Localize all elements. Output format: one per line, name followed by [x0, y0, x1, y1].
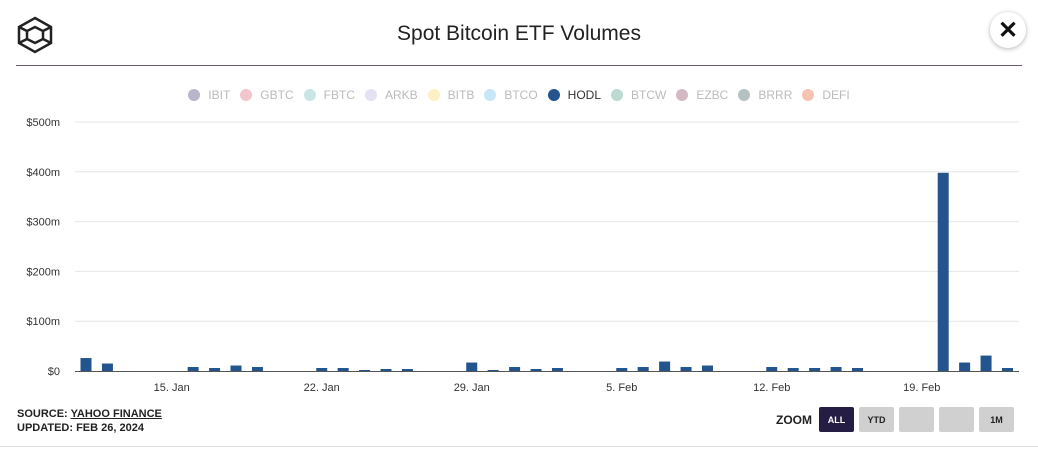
bar-2024-01-24[interactable]	[359, 370, 371, 371]
bar-chart: $0 $100m $200m $300m $400m $500m 15. Jan 22. Ja…	[26, 117, 1019, 394]
x-tick-label: 29. Jan	[454, 382, 490, 394]
bar-2024-01-25[interactable]	[380, 369, 392, 371]
close-button[interactable]: ✕	[990, 12, 1026, 48]
legend-dot-icon	[484, 89, 497, 101]
legend-label: BTCW	[631, 88, 667, 102]
bar-2024-02-09[interactable]	[701, 365, 713, 371]
zoom-label: ZOOM	[776, 412, 812, 427]
x-tick-label: 15. Jan	[154, 382, 190, 394]
legend-dot-icon	[240, 89, 253, 101]
legend-label: DEFI	[822, 88, 850, 102]
legend-dot-icon	[676, 89, 689, 101]
bar-2024-01-31[interactable]	[509, 367, 521, 371]
x-tick-label: 22. Jan	[304, 382, 340, 394]
bar-2024-02-22[interactable]	[980, 355, 992, 371]
bar-2024-02-23[interactable]	[1001, 368, 1013, 371]
legend-label: FBTC	[323, 88, 355, 102]
bar-2024-02-15[interactable]	[830, 367, 842, 371]
legend-item-gbtc[interactable]: GBTC	[240, 88, 294, 102]
bar-2024-02-06[interactable]	[637, 367, 649, 371]
bar-2024-01-17[interactable]	[209, 368, 221, 371]
bar-2024-02-14[interactable]	[809, 368, 821, 371]
updated-text: UPDATED: FEB 26, 2024	[17, 422, 144, 434]
x-tick-label: 5. Feb	[606, 382, 637, 394]
legend-item-ezbc[interactable]: EZBC	[676, 88, 728, 102]
legend-label: HODL	[567, 88, 602, 102]
legend-label: BITB	[447, 88, 475, 102]
legend-label: ARKB	[384, 88, 418, 102]
legend-label: GBTC	[260, 88, 294, 102]
x-tick-label: 12. Feb	[753, 382, 790, 394]
y-tick-label: $100m	[26, 316, 60, 328]
bar-2024-02-01[interactable]	[530, 369, 542, 371]
legend-dot-icon	[802, 89, 815, 101]
bar-2024-01-26[interactable]	[401, 369, 413, 371]
legend-item-brrr[interactable]: BRRR	[738, 88, 792, 102]
source-link[interactable]: YAHOO FINANCE	[70, 408, 162, 420]
header-divider	[16, 65, 1022, 66]
legend-label: EZBC	[696, 88, 729, 102]
bar-2024-01-12[interactable]	[101, 363, 113, 371]
legend-item-btcw[interactable]: BTCW	[611, 88, 666, 102]
legend-item-defi[interactable]: DEFI	[802, 88, 850, 102]
zoom-button-blank-2[interactable]	[899, 407, 934, 432]
y-tick-label: $200m	[26, 266, 60, 278]
bar-2024-01-11[interactable]	[80, 358, 92, 371]
y-tick-label: $400m	[26, 167, 60, 179]
bar-2024-02-20[interactable]	[937, 172, 949, 371]
legend-label: BTCO	[504, 88, 538, 102]
legend-item-bitb[interactable]: BITB	[427, 88, 475, 102]
bar-2024-02-21[interactable]	[959, 362, 971, 371]
legend-dot-icon	[364, 89, 377, 101]
zoom-button-ytd[interactable]: YTD	[859, 407, 894, 432]
bar-2024-02-13[interactable]	[787, 368, 799, 371]
legend-item-ibit[interactable]: IBIT	[188, 88, 230, 102]
legend-dot-icon	[188, 89, 201, 101]
bar-2024-02-12[interactable]	[766, 367, 778, 371]
legend-label: IBIT	[208, 88, 231, 102]
bar-2024-02-16[interactable]	[851, 368, 863, 371]
zoom-button-1m[interactable]: 1M	[979, 407, 1014, 432]
bar-2024-02-05[interactable]	[616, 368, 628, 371]
zoom-controls: ZOOM ALL YTD 1M	[776, 407, 1014, 432]
footer-divider	[0, 446, 1038, 447]
legend-label: BRRR	[758, 88, 793, 102]
y-tick-label: $500m	[26, 117, 60, 129]
legend-dot-icon	[611, 89, 624, 101]
legend-item-btco[interactable]: BTCO	[484, 88, 538, 102]
bar-2024-02-07[interactable]	[659, 361, 671, 371]
zoom-button-blank-3[interactable]	[939, 407, 974, 432]
bar-2024-01-16[interactable]	[187, 367, 199, 371]
legend-dot-icon	[427, 89, 440, 101]
bar-2024-01-22[interactable]	[316, 368, 328, 371]
zoom-button-all[interactable]: ALL	[819, 407, 854, 432]
close-icon: ✕	[997, 16, 1019, 44]
bar-2024-02-02[interactable]	[551, 368, 563, 371]
bar-2024-01-29[interactable]	[466, 362, 478, 371]
legend-dot-icon	[547, 89, 560, 101]
y-tick-label: $0	[48, 366, 60, 378]
footer: SOURCE: YAHOO FINANCE UPDATED: FEB 26, 2…	[17, 407, 162, 435]
logo-icon	[17, 16, 53, 54]
bar-2024-01-18[interactable]	[230, 365, 242, 371]
legend-item-arkb[interactable]: ARKB	[364, 88, 418, 102]
legend: IBIT GBTC FBTC ARKB BITB BTCO HODL BTCW EZBC BRRR…	[0, 88, 1038, 102]
legend-dot-icon	[738, 89, 751, 101]
bar-2024-01-19[interactable]	[251, 367, 263, 371]
legend-item-fbtc[interactable]: FBTC	[303, 88, 355, 102]
bar-2024-02-08[interactable]	[680, 367, 692, 371]
x-tick-label: 19. Feb	[903, 382, 940, 394]
source-label: SOURCE:	[17, 408, 68, 420]
y-tick-label: $300m	[26, 217, 60, 229]
legend-item-hodl[interactable]: HODL	[547, 88, 602, 102]
bar-2024-01-30[interactable]	[487, 370, 499, 371]
page-title: Spot Bitcoin ETF Volumes	[397, 22, 641, 45]
legend-dot-icon	[303, 89, 316, 101]
bar-2024-01-23[interactable]	[337, 368, 349, 371]
